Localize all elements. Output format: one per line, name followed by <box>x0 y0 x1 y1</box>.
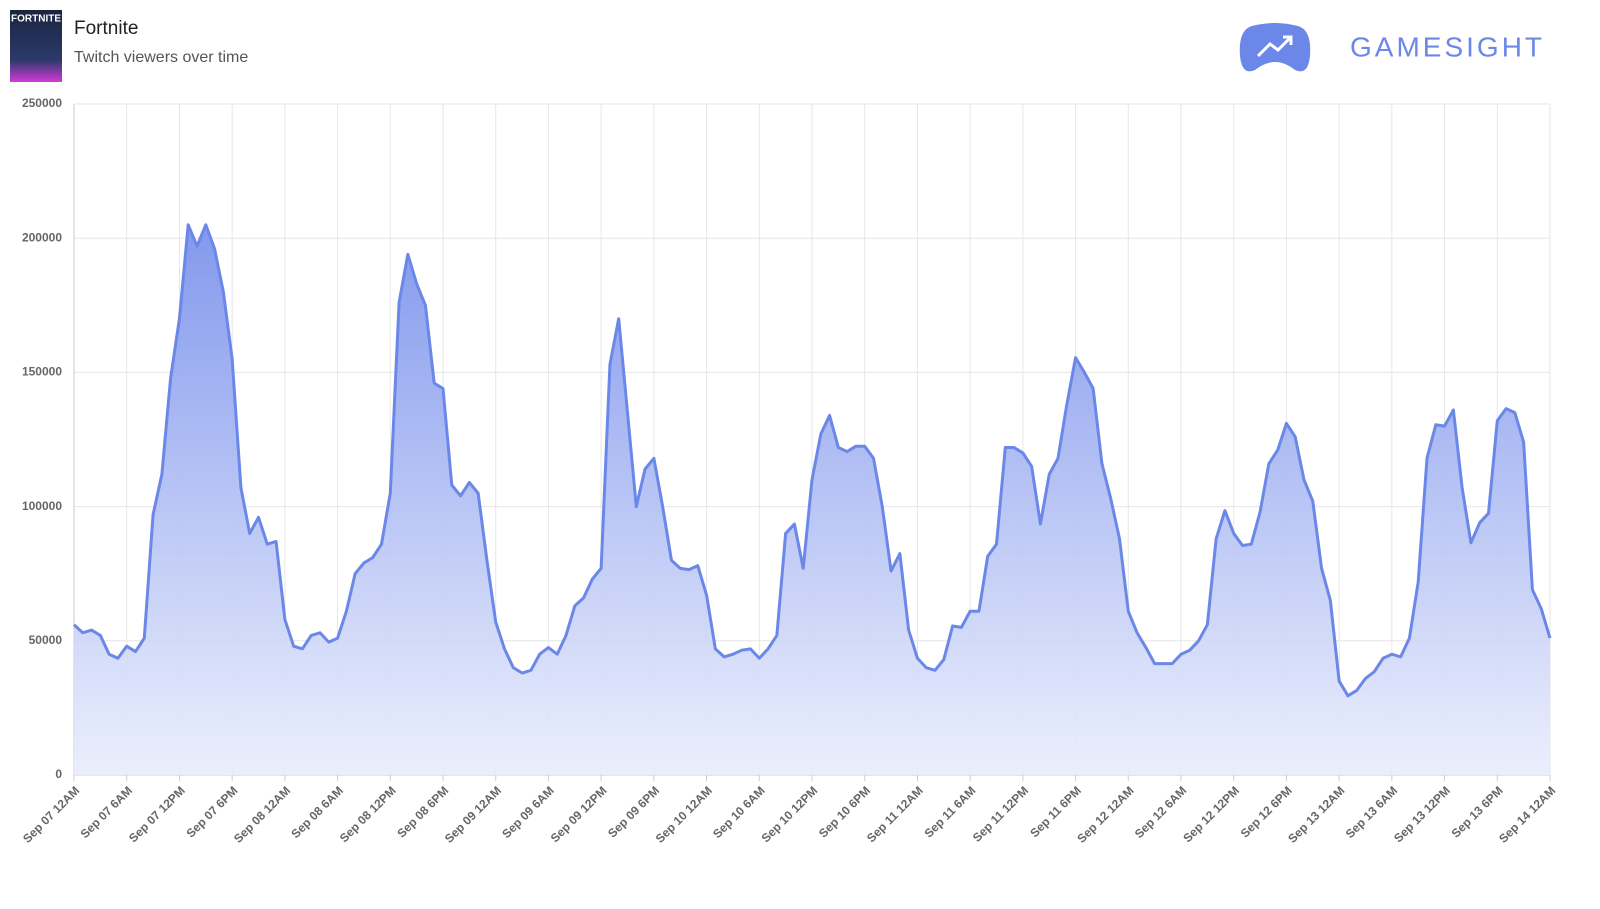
x-tick-label: Sep 08 12PM <box>337 783 399 845</box>
chart-subtitle: Twitch viewers over time <box>74 49 248 66</box>
x-tick-label: Sep 09 12PM <box>548 783 610 845</box>
x-tick-label: Sep 11 12PM <box>970 783 1031 844</box>
x-tick-label: Sep 13 6AM <box>1343 783 1401 841</box>
x-tick-label: Sep 10 6AM <box>710 783 768 841</box>
x-tick-label: Sep 07 6PM <box>183 783 240 840</box>
x-tick-label: Sep 08 12AM <box>231 783 293 845</box>
y-tick-label: 250000 <box>22 96 62 110</box>
x-tick-label: Sep 10 12AM <box>653 783 715 845</box>
x-tick-label: Sep 12 6AM <box>1132 783 1190 841</box>
y-tick-label: 100000 <box>22 499 62 513</box>
x-tick-label: Sep 11 12AM <box>864 783 926 845</box>
y-tick-label: 150000 <box>22 365 62 379</box>
x-tick-label: Sep 09 12AM <box>442 783 504 845</box>
x-tick-label: Sep 11 6PM <box>1027 783 1084 840</box>
x-tick-label: Sep 08 6PM <box>394 783 451 840</box>
x-tick-label: Sep 12 6PM <box>1238 783 1295 840</box>
x-tick-label: Sep 09 6AM <box>499 783 557 841</box>
x-tick-label: Sep 13 12AM <box>1285 783 1347 845</box>
x-tick-label: Sep 10 6PM <box>816 783 873 840</box>
x-tick-label: Sep 07 12AM <box>20 783 82 845</box>
x-tick-label: Sep 08 6AM <box>288 783 346 841</box>
x-tick-label: Sep 12 12AM <box>1074 783 1136 845</box>
x-tick-label: Sep 13 12PM <box>1391 783 1453 845</box>
line <box>72 223 1552 698</box>
y-tick-label: 200000 <box>22 230 62 244</box>
x-tick-label: Sep 14 12AM <box>1496 783 1558 845</box>
x-tick-label: Sep 10 12PM <box>759 783 821 845</box>
x-tick-label: Sep 11 6AM <box>921 783 978 840</box>
brand-name: GAMESIGHT <box>1350 31 1545 62</box>
x-tick-label: Sep 09 6PM <box>605 783 662 840</box>
y-tick-label: 0 <box>55 767 62 781</box>
area-fill <box>74 224 1550 775</box>
x-tick-label: Sep 07 6AM <box>78 783 136 841</box>
brand-logo <box>1239 23 1311 72</box>
y-tick-label: 50000 <box>29 633 63 647</box>
x-tick-label: Sep 07 12PM <box>126 783 188 845</box>
x-tick-label: Sep 13 6PM <box>1449 783 1506 840</box>
chart-title: Fortnite <box>74 18 138 39</box>
cover-image <box>10 10 62 82</box>
cover-label: FORTNITE <box>11 14 61 25</box>
x-tick-label: Sep 12 12PM <box>1180 783 1242 845</box>
